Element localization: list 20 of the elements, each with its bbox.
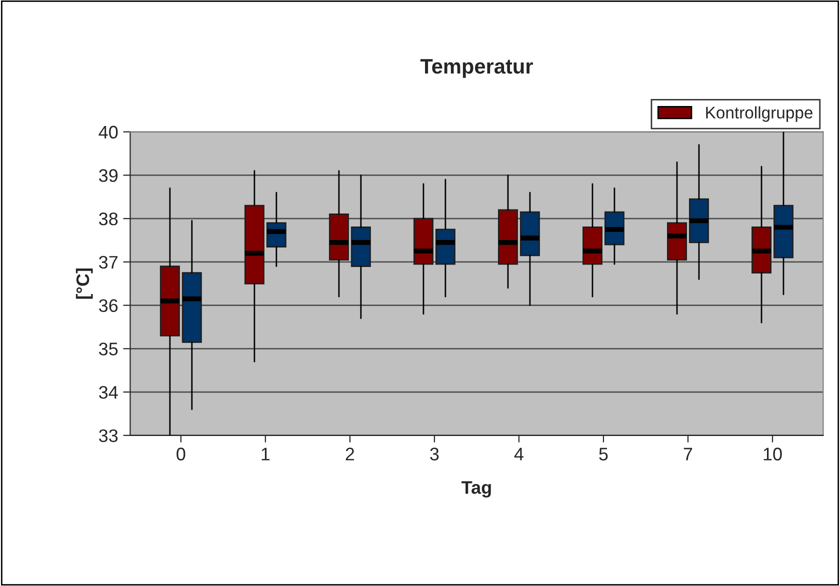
y-axis-title: [°C] [76, 268, 93, 299]
x-tick-label: 5 [599, 448, 608, 460]
x-tick-label: 4 [514, 448, 524, 460]
x-tick-label: 3 [430, 448, 439, 460]
x-tick-label: 2 [346, 448, 354, 460]
y-tick-label: 37 [99, 256, 118, 269]
x-axis-title: Tag [462, 481, 491, 498]
x-tick-label: 0 [176, 448, 186, 460]
x-tick-label: 7 [684, 448, 692, 460]
y-tick-label: 38 [99, 212, 118, 226]
y-tick-label: 39 [99, 169, 118, 182]
chart-title: Temperatur [420, 59, 533, 78]
y-tick-label: 40 [98, 126, 118, 139]
y-tick-label: 35 [99, 342, 118, 356]
y-tick-label: 34 [99, 386, 118, 399]
legend-label: Kontrollgruppe [706, 106, 812, 122]
y-tick-label: 36 [99, 299, 118, 312]
y-tick-label: 33 [99, 429, 118, 442]
x-tick-label: 1 [262, 448, 270, 460]
x-tick-label: 10 [764, 448, 782, 460]
